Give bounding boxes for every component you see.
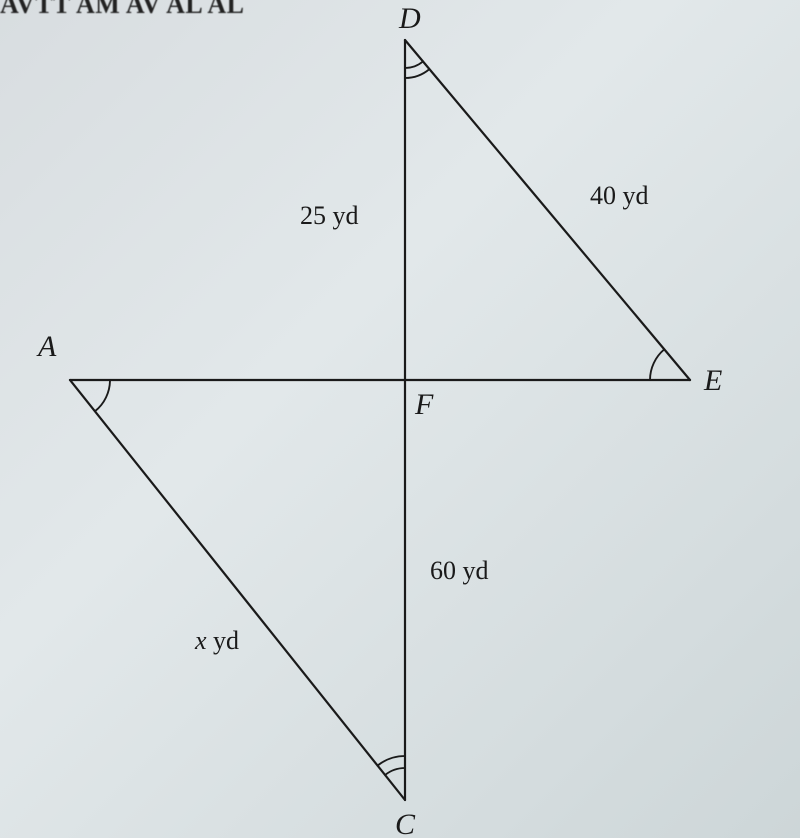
- segment: [70, 380, 405, 800]
- angle-arc: [405, 69, 429, 78]
- point-label-C: C: [395, 808, 415, 838]
- geometry-diagram: [0, 0, 800, 838]
- angle-arc: [405, 61, 423, 68]
- angle-arc: [95, 380, 110, 411]
- measure-label-0: 25 yd: [300, 201, 359, 231]
- point-label-F: F: [415, 388, 433, 422]
- measure-label-2: 60 yd: [430, 556, 489, 586]
- point-label-A: A: [38, 330, 56, 364]
- angle-arc: [378, 756, 405, 766]
- point-label-D: D: [399, 2, 421, 36]
- measure-label-1: 40 yd: [590, 181, 649, 211]
- point-label-E: E: [704, 364, 722, 398]
- measure-label-3: x yd: [195, 626, 239, 656]
- angle-arc: [385, 768, 405, 775]
- angle-arc: [650, 349, 664, 380]
